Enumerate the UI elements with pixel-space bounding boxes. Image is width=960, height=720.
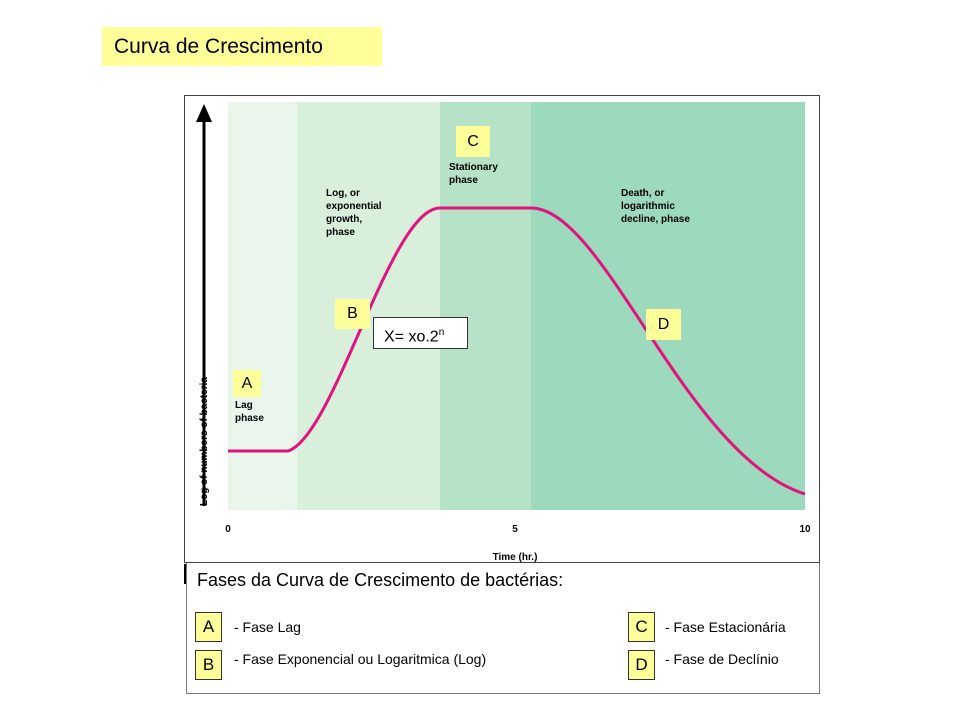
growth-formula-exponent: n <box>438 327 445 338</box>
legend-item-c-text: - Fase Estacionária <box>665 619 786 635</box>
growth-curve-line <box>228 206 806 496</box>
growth-formula: X= xo.2 <box>384 328 439 346</box>
svg-text:Lag: Lag <box>235 400 253 411</box>
svg-text:growth,: growth, <box>326 214 362 225</box>
svg-text:phase: phase <box>449 175 478 186</box>
legend-tag-c: C <box>628 612 655 642</box>
svg-text:phase: phase <box>235 413 264 424</box>
stationary-phase-band <box>440 102 531 510</box>
growth-curve-chart: Log of numbers of bacteria 0 5 10 Time (… <box>196 102 811 562</box>
svg-text:decline, phase: decline, phase <box>621 214 690 225</box>
svg-text:Stationary: Stationary <box>449 162 498 173</box>
lag-phase-label: Lag phase <box>235 400 264 424</box>
y-axis-label: Log of numbers of bacteria <box>199 377 210 506</box>
legend-heading: Fases da Curva de Crescimento de bactéri… <box>197 570 564 590</box>
y-axis-arrowhead-icon <box>196 104 212 122</box>
stationary-phase-label: Stationary phase <box>449 162 498 186</box>
svg-text:exponential: exponential <box>326 201 382 212</box>
svg-text:phase: phase <box>326 227 355 238</box>
legend-tag-a: A <box>195 612 222 642</box>
x-axis-label: Time (hr.) <box>493 552 538 562</box>
svg-text:Death, or: Death, or <box>621 188 664 199</box>
svg-text:logarithmic: logarithmic <box>621 201 675 212</box>
slide-title: Curva de Crescimento <box>102 27 382 66</box>
legend-item-a-text: - Fase Lag <box>234 619 301 635</box>
log-phase-label: Log, or exponential growth, phase <box>326 188 382 238</box>
x-tick-label: 0 <box>225 524 231 535</box>
x-tick-label: 10 <box>799 524 811 535</box>
legend-item-d-text: - Fase de Declínio <box>665 651 779 667</box>
phase-tag-a: A <box>233 370 261 397</box>
x-tick-label: 5 <box>512 524 518 535</box>
death-phase-label: Death, or logarithmic decline, phase <box>621 188 690 225</box>
growth-curve-figure: Log of numbers of bacteria 0 5 10 Time (… <box>184 95 820 584</box>
lag-phase-band <box>228 102 297 510</box>
svg-text:Log, or: Log, or <box>326 188 360 199</box>
legend-tag-b: B <box>195 650 222 680</box>
legend-panel <box>186 563 820 694</box>
frame-tick-mark <box>184 564 187 584</box>
death-phase-band <box>531 102 805 510</box>
phase-tag-d: D <box>646 309 681 340</box>
growth-formula-box: X= xo.2n <box>373 317 468 349</box>
legend-item-b-text: - Fase Exponencial ou Logaritmica (Log) <box>234 651 487 667</box>
phase-tag-b: B <box>335 299 370 329</box>
legend-tag-d: D <box>628 650 655 680</box>
phase-tag-c: C <box>456 126 490 157</box>
